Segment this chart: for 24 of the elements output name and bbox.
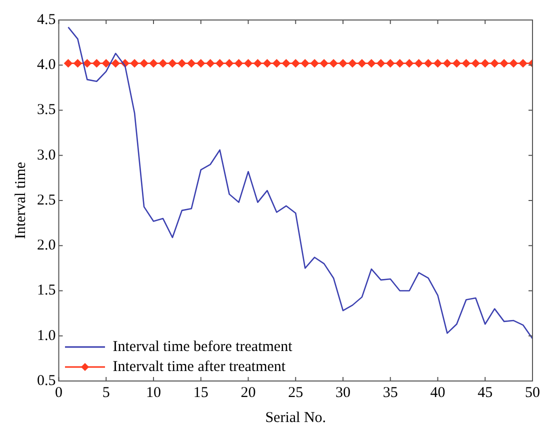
legend-label: Interval time before treatment — [112, 338, 292, 357]
y-tick-label: 3.0 — [37, 147, 56, 164]
x-tick-label: 15 — [193, 384, 208, 401]
y-tick-label: 3.5 — [37, 102, 56, 118]
x-tick-label: 45 — [478, 384, 493, 401]
x-tick-label: 5 — [102, 384, 110, 401]
y-tick-label: 2.5 — [37, 192, 56, 208]
y-axis-title: Interval time — [12, 162, 29, 240]
y-tick-label: 4.5 — [37, 12, 56, 28]
legend-label: Intervalt time after treatment — [112, 358, 286, 377]
x-tick-label: 0 — [55, 384, 62, 401]
y-tick-label: 1.5 — [37, 282, 56, 299]
x-tick-label: 35 — [382, 384, 398, 401]
x-tick-label: 50 — [525, 384, 540, 401]
x-tick-label: 10 — [146, 384, 161, 401]
y-tick-label: 0.5 — [37, 372, 56, 389]
x-tick-label: 30 — [336, 384, 350, 401]
x-axis-title: Serial No. — [265, 410, 326, 426]
y-tick-label: 2.0 — [37, 238, 56, 254]
x-tick-label: 40 — [430, 384, 446, 401]
y-tick-label: 4.0 — [37, 57, 56, 74]
x-tick-label: 25 — [288, 384, 304, 401]
y-tick-label: 1.0 — [37, 328, 56, 344]
x-tick-label: 20 — [240, 384, 256, 401]
